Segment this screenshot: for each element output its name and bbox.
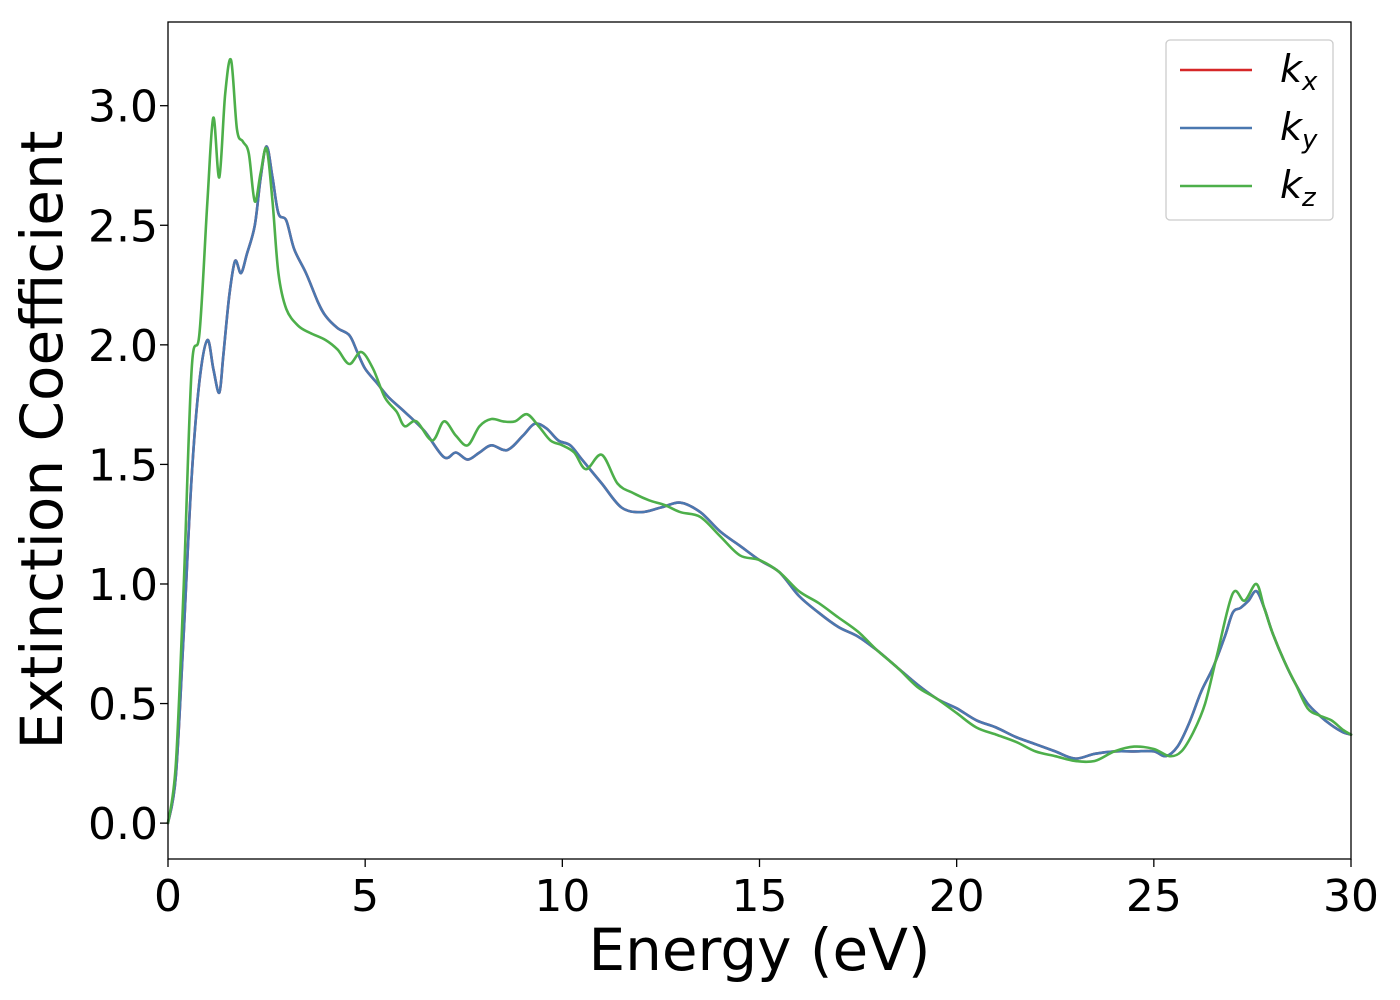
series-line-kz bbox=[166, 57, 1353, 825]
y-tick-label: 3.0 bbox=[88, 82, 158, 133]
y-tick-label: 0.0 bbox=[88, 799, 158, 850]
y-axis-label: Extinction Coefficient bbox=[8, 131, 76, 750]
legend: kx ky kz bbox=[1165, 39, 1334, 221]
x-tick-label: 15 bbox=[732, 871, 788, 922]
x-tick-label: 5 bbox=[351, 871, 379, 922]
legend-label-kz: kz bbox=[1280, 163, 1317, 213]
x-tick-label: 25 bbox=[1126, 871, 1182, 922]
y-tick-label: 0.5 bbox=[88, 680, 158, 731]
y-tick-label: 2.5 bbox=[88, 201, 158, 252]
legend-label-ky: ky bbox=[1280, 105, 1318, 155]
y-tick-label: 1.5 bbox=[88, 440, 158, 491]
legend-label-kx: kx bbox=[1280, 47, 1318, 97]
x-tick-label: 20 bbox=[929, 871, 985, 922]
x-tick-label: 30 bbox=[1323, 871, 1379, 922]
x-axis-label: Energy (eV) bbox=[588, 916, 930, 984]
y-tick-label: 2.0 bbox=[88, 321, 158, 372]
x-tick-label: 10 bbox=[534, 871, 590, 922]
x-tick-label: 0 bbox=[154, 871, 182, 922]
y-axis-ticks: 0.0 0.5 1.0 1.5 2.0 2.5 3.0 bbox=[88, 82, 168, 850]
x-axis-ticks: 0 5 10 15 20 25 30 bbox=[154, 859, 1379, 922]
y-tick-label: 1.0 bbox=[88, 560, 158, 611]
legend-entries: kx ky kz bbox=[1180, 47, 1318, 213]
legend-box bbox=[1165, 39, 1334, 221]
series-layer bbox=[166, 57, 1353, 825]
